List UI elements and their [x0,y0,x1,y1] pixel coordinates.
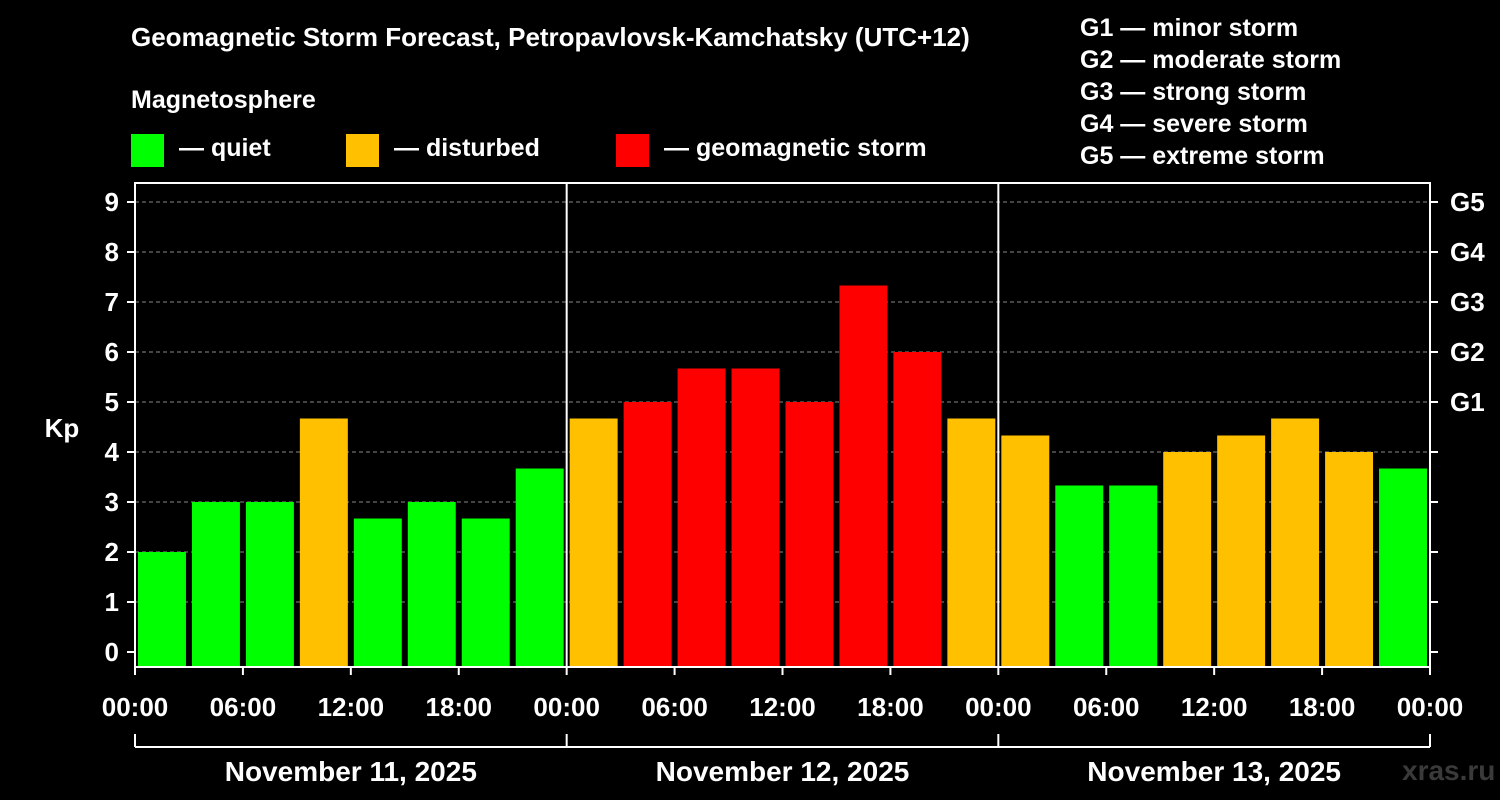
x-tick-label: 12:00 [318,692,385,722]
kp-bar [677,368,726,667]
g-scale-g1: G1 — minor storm [1080,14,1299,42]
g-scale-g2: G2 — moderate storm [1080,46,1342,74]
y-tick-label: 1 [105,587,119,617]
kp-bar [1055,485,1104,667]
y-tick-label: 8 [105,237,119,267]
kp-bar [731,368,780,667]
kp-bar [461,518,510,667]
kp-bar [407,502,456,667]
g-level-label: G2 [1450,337,1485,367]
g-level-label: G4 [1450,237,1485,267]
kp-bar [191,502,240,667]
kp-bar [1109,485,1158,667]
y-tick-label: 6 [105,337,119,367]
kp-bar [785,402,834,667]
x-tick-label: 18:00 [1289,692,1356,722]
day-label: November 13, 2025 [1087,756,1341,787]
kp-bar [1325,452,1374,667]
kp-bar [353,518,402,667]
kp-bar [893,352,942,667]
y-tick-label: 4 [105,437,120,467]
chart-title: Geomagnetic Storm Forecast, Petropavlovs… [131,22,970,52]
kp-bar [1217,435,1266,667]
day-label: November 12, 2025 [656,756,910,787]
y-axis-label: Kp [45,413,80,443]
kp-bar [1163,452,1212,667]
legend-heading: Magnetosphere [131,86,316,114]
x-tick-label: 18:00 [426,692,493,722]
g-level-label: G1 [1450,387,1485,417]
x-tick-label: 00:00 [965,692,1032,722]
kp-bar [569,418,618,667]
kp-bar [1001,435,1050,667]
legend-swatch-disturbed [346,134,379,167]
legend-label-disturbed: — disturbed [394,134,540,162]
kp-bar [623,402,672,667]
x-tick-label: 18:00 [857,692,924,722]
g-scale-g5: G5 — extreme storm [1080,142,1325,170]
g-scale-g4: G4 — severe storm [1080,110,1308,138]
x-tick-label: 00:00 [102,692,169,722]
y-tick-label: 0 [105,637,119,667]
x-tick-label: 06:00 [1073,692,1140,722]
watermark: xras.ru [1402,755,1496,786]
kp-bar [299,418,348,667]
kp-bar [1271,418,1320,667]
x-tick-label: 12:00 [749,692,816,722]
legend-swatch-quiet [131,134,164,167]
legend-label-quiet: — quiet [179,134,271,162]
x-tick-label: 12:00 [1181,692,1248,722]
x-tick-label: 06:00 [210,692,277,722]
y-tick-label: 3 [105,487,119,517]
legend-swatch-storm [616,134,649,167]
y-tick-label: 2 [105,537,119,567]
g-level-label: G3 [1450,287,1485,317]
kp-bar [245,502,294,667]
g-scale-g3: G3 — strong storm [1080,78,1307,106]
kp-bar [138,552,186,667]
y-tick-label: 7 [105,287,119,317]
x-tick-label: 00:00 [533,692,600,722]
kp-bar [839,285,888,667]
kp-bar [1379,468,1427,667]
g-level-label: G5 [1450,187,1485,217]
x-tick-label: 00:00 [1397,692,1464,722]
x-tick-label: 06:00 [641,692,708,722]
kp-bar [947,418,996,667]
y-tick-label: 9 [105,187,119,217]
y-tick-label: 5 [105,387,119,417]
day-label: November 11, 2025 [225,756,477,787]
kp-bar [515,468,564,667]
legend-label-storm: — geomagnetic storm [664,134,927,162]
